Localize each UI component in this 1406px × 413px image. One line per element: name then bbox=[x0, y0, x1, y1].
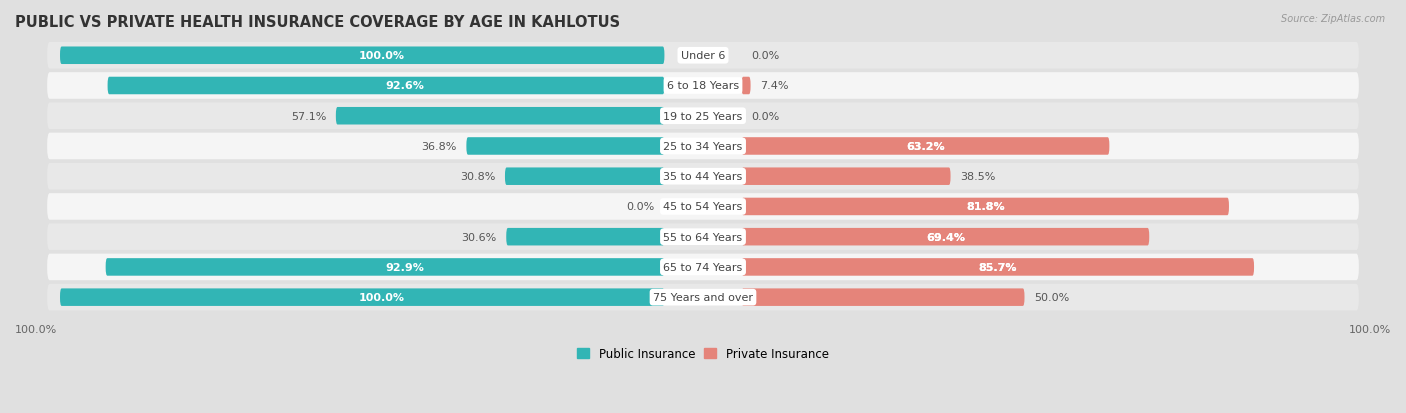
Text: 85.7%: 85.7% bbox=[979, 262, 1017, 272]
Text: 100.0%: 100.0% bbox=[359, 51, 405, 61]
FancyBboxPatch shape bbox=[741, 259, 1254, 276]
Text: 92.9%: 92.9% bbox=[385, 262, 423, 272]
Text: 45 to 54 Years: 45 to 54 Years bbox=[664, 202, 742, 212]
Text: 38.5%: 38.5% bbox=[960, 172, 995, 182]
Text: 81.8%: 81.8% bbox=[966, 202, 1004, 212]
FancyBboxPatch shape bbox=[48, 224, 1358, 250]
Text: 69.4%: 69.4% bbox=[927, 232, 965, 242]
FancyBboxPatch shape bbox=[48, 254, 1358, 280]
FancyBboxPatch shape bbox=[336, 108, 665, 125]
Text: 63.2%: 63.2% bbox=[905, 142, 945, 152]
Text: 0.0%: 0.0% bbox=[751, 112, 779, 121]
Text: 35 to 44 Years: 35 to 44 Years bbox=[664, 172, 742, 182]
FancyBboxPatch shape bbox=[60, 47, 665, 65]
FancyBboxPatch shape bbox=[741, 78, 751, 95]
FancyBboxPatch shape bbox=[48, 103, 1358, 130]
FancyBboxPatch shape bbox=[505, 168, 665, 185]
FancyBboxPatch shape bbox=[60, 289, 665, 306]
Text: 0.0%: 0.0% bbox=[751, 51, 779, 61]
FancyBboxPatch shape bbox=[741, 138, 1109, 155]
FancyBboxPatch shape bbox=[48, 133, 1358, 160]
FancyBboxPatch shape bbox=[741, 168, 950, 185]
Text: 6 to 18 Years: 6 to 18 Years bbox=[666, 81, 740, 91]
Text: 63.2%: 63.2% bbox=[905, 142, 945, 152]
Text: 81.8%: 81.8% bbox=[966, 202, 1004, 212]
FancyBboxPatch shape bbox=[741, 228, 1149, 246]
Text: 50.0%: 50.0% bbox=[1035, 292, 1070, 302]
FancyBboxPatch shape bbox=[741, 289, 1025, 306]
FancyBboxPatch shape bbox=[48, 43, 1358, 69]
Text: 57.1%: 57.1% bbox=[291, 112, 326, 121]
Text: 100.0%: 100.0% bbox=[1348, 325, 1391, 335]
FancyBboxPatch shape bbox=[48, 164, 1358, 190]
FancyBboxPatch shape bbox=[48, 284, 1358, 311]
Text: 100.0%: 100.0% bbox=[15, 325, 58, 335]
Text: 0.0%: 0.0% bbox=[627, 202, 655, 212]
Text: 85.7%: 85.7% bbox=[979, 262, 1017, 272]
FancyBboxPatch shape bbox=[467, 138, 665, 155]
FancyBboxPatch shape bbox=[105, 259, 665, 276]
Text: 69.4%: 69.4% bbox=[927, 232, 965, 242]
FancyBboxPatch shape bbox=[108, 78, 665, 95]
FancyBboxPatch shape bbox=[506, 228, 665, 246]
Text: 30.8%: 30.8% bbox=[460, 172, 495, 182]
Text: 100.0%: 100.0% bbox=[359, 292, 405, 302]
Text: 36.8%: 36.8% bbox=[422, 142, 457, 152]
Text: 92.6%: 92.6% bbox=[385, 81, 425, 91]
FancyBboxPatch shape bbox=[741, 198, 1229, 216]
Text: Under 6: Under 6 bbox=[681, 51, 725, 61]
Text: 30.6%: 30.6% bbox=[461, 232, 496, 242]
Text: Source: ZipAtlas.com: Source: ZipAtlas.com bbox=[1281, 14, 1385, 24]
Text: 7.4%: 7.4% bbox=[761, 81, 789, 91]
FancyBboxPatch shape bbox=[48, 73, 1358, 100]
Text: 65 to 74 Years: 65 to 74 Years bbox=[664, 262, 742, 272]
Legend: Public Insurance, Private Insurance: Public Insurance, Private Insurance bbox=[572, 343, 834, 365]
Text: 25 to 34 Years: 25 to 34 Years bbox=[664, 142, 742, 152]
Text: PUBLIC VS PRIVATE HEALTH INSURANCE COVERAGE BY AGE IN KAHLOTUS: PUBLIC VS PRIVATE HEALTH INSURANCE COVER… bbox=[15, 15, 620, 30]
Text: 19 to 25 Years: 19 to 25 Years bbox=[664, 112, 742, 121]
FancyBboxPatch shape bbox=[48, 194, 1358, 220]
Text: 75 Years and over: 75 Years and over bbox=[652, 292, 754, 302]
Text: 55 to 64 Years: 55 to 64 Years bbox=[664, 232, 742, 242]
